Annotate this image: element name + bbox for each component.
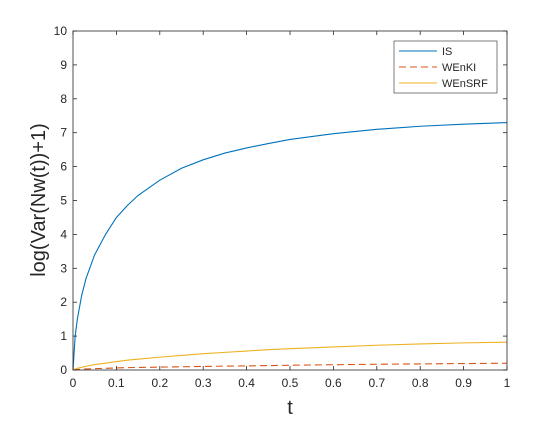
x-tick-label: 0.4 — [238, 376, 255, 390]
y-tick-label: 4 — [60, 227, 67, 241]
y-tick-label: 6 — [60, 160, 67, 174]
legend: IS WEnKI WEnSRF — [393, 40, 498, 94]
x-tick-label: 0.1 — [108, 376, 125, 390]
x-tick-label: 0.6 — [325, 376, 342, 390]
y-tick-label: 3 — [60, 261, 67, 275]
axes-layer: 0 0.1 0.2 0.3 0.4 0.5 0.6 0.7 0.8 0.9 101234567891… — [54, 24, 511, 390]
x-axis-title: t — [287, 397, 293, 419]
x-tick-label: 0.8 — [412, 376, 429, 390]
legend-items: IS WEnKI WEnSRF — [399, 46, 488, 90]
series-line-is — [72, 121, 508, 371]
y-tick-label: 0 — [60, 363, 67, 377]
x-tick-label: 0.9 — [455, 376, 472, 390]
series-line-wensrf — [72, 341, 508, 371]
x-tick-label: 0.3 — [195, 376, 212, 390]
x-tick-label: 0 — [70, 376, 77, 390]
y-tick-label: 8 — [60, 92, 67, 106]
y-axis-title: log(Var(Nw(t))+1) — [28, 123, 50, 277]
legend-label-is: IS — [442, 46, 452, 58]
legend-label-wenki: WEnKI — [442, 62, 476, 74]
x-tick-label: 0.7 — [368, 376, 385, 390]
y-tick-label: 7 — [60, 126, 67, 140]
x-tick-label: 0.5 — [282, 376, 299, 390]
y-tick-label: 2 — [60, 295, 67, 309]
series-layer — [72, 121, 508, 371]
y-tick-label: 1 — [60, 329, 67, 343]
x-tick-label: 1 — [504, 376, 511, 390]
x-tick-label: 0.2 — [151, 376, 168, 390]
y-tick-label: 9 — [60, 58, 67, 72]
y-tick-label: 5 — [60, 194, 67, 208]
legend-label-wensrf: WEnSRF — [442, 78, 488, 90]
y-tick-label: 10 — [54, 24, 68, 38]
